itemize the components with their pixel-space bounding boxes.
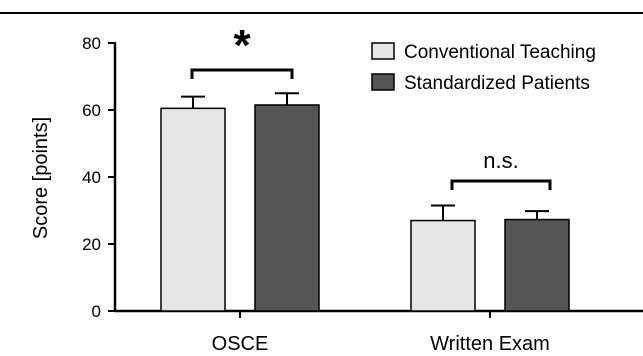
bar [254, 104, 320, 312]
legend-swatch-conventional-teaching [371, 42, 395, 60]
significance-label: * [233, 21, 251, 70]
y-tick-label: 40 [82, 168, 101, 187]
bar [410, 219, 476, 312]
legend-swatch-standardized-patients [371, 73, 395, 91]
legend-label-conventional-teaching: Conventional Teaching [404, 42, 596, 63]
bars [160, 92, 570, 312]
bar [504, 218, 570, 312]
y-tick-label: 0 [92, 302, 101, 321]
significance-bracket [190, 68, 294, 79]
y-tick-label: 80 [82, 34, 101, 53]
significance-label: n.s. [483, 148, 518, 173]
y-tick-label: 60 [82, 101, 101, 120]
significance-brackets: * n.s. [190, 21, 552, 190]
legend-label-standardized-patients: Standardized Patients [404, 73, 590, 94]
legend: Conventional Teaching Standardized Patie… [371, 42, 596, 94]
x-tick-label: OSCE [212, 333, 269, 355]
bar [160, 107, 226, 312]
x-tick-label: Written Exam [430, 333, 550, 355]
y-axis-title: Score [points] [30, 117, 52, 239]
significance-bracket [450, 179, 552, 190]
y-tick-label: 20 [82, 235, 101, 254]
